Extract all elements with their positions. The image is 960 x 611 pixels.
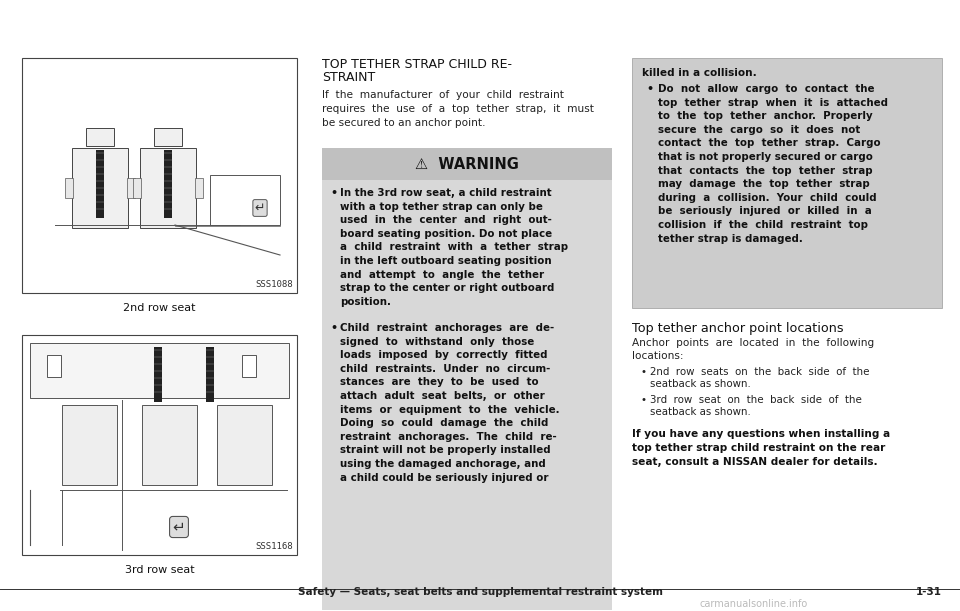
Bar xyxy=(242,355,256,377)
Text: seatback as shown.: seatback as shown. xyxy=(650,379,751,389)
Text: 3rd row seat: 3rd row seat xyxy=(125,565,194,575)
Bar xyxy=(133,178,141,198)
Bar xyxy=(195,178,203,198)
Bar xyxy=(154,128,182,146)
Bar xyxy=(96,150,104,218)
Bar xyxy=(206,347,214,402)
Bar xyxy=(30,343,289,398)
Bar xyxy=(322,148,612,180)
Bar xyxy=(322,180,612,610)
Text: If  the  manufacturer  of  your  child  restraint
requires  the  use  of  a  top: If the manufacturer of your child restra… xyxy=(322,90,594,128)
Text: 2nd row seat: 2nd row seat xyxy=(123,303,196,313)
Text: 3rd  row  seat  on  the  back  side  of  the: 3rd row seat on the back side of the xyxy=(650,395,862,405)
Bar xyxy=(22,335,297,555)
Bar xyxy=(142,405,197,485)
Text: •: • xyxy=(646,84,653,94)
Text: 2nd  row  seats  on  the  back  side  of  the: 2nd row seats on the back side of the xyxy=(650,367,870,377)
Text: 1-31: 1-31 xyxy=(916,587,942,597)
Bar xyxy=(62,405,117,485)
Text: ↵: ↵ xyxy=(254,202,265,214)
Text: killed in a collision.: killed in a collision. xyxy=(642,68,756,78)
Text: Child  restraint  anchorages  are  de-
signed  to  withstand  only  those
loads : Child restraint anchorages are de- signe… xyxy=(340,323,560,483)
Text: If you have any questions when installing a
top tether strap child restraint on : If you have any questions when installin… xyxy=(632,429,890,467)
Text: •: • xyxy=(640,395,646,405)
Bar xyxy=(210,175,280,225)
Bar xyxy=(47,355,61,377)
Text: carmanualsonline.info: carmanualsonline.info xyxy=(700,599,808,609)
Text: STRAINT: STRAINT xyxy=(322,71,375,84)
Text: SSS1088: SSS1088 xyxy=(255,280,293,289)
Text: ⚠  WARNING: ⚠ WARNING xyxy=(415,156,519,172)
Text: TOP TETHER STRAP CHILD RE-: TOP TETHER STRAP CHILD RE- xyxy=(322,58,512,71)
Text: Do  not  allow  cargo  to  contact  the
top  tether  strap  when  it  is  attach: Do not allow cargo to contact the top te… xyxy=(658,84,888,244)
Bar xyxy=(72,148,128,228)
Bar xyxy=(86,128,114,146)
Bar xyxy=(632,58,942,308)
Bar xyxy=(154,347,162,402)
Bar xyxy=(140,148,196,228)
Bar xyxy=(164,150,172,218)
Bar xyxy=(127,178,135,198)
Bar xyxy=(65,178,73,198)
Text: Safety — Seats, seat belts and supplemental restraint system: Safety — Seats, seat belts and supplemen… xyxy=(298,587,662,597)
Text: Anchor  points  are  located  in  the  following
locations:: Anchor points are located in the followi… xyxy=(632,338,875,361)
Text: •: • xyxy=(330,188,337,198)
Text: •: • xyxy=(330,323,337,333)
Bar xyxy=(217,405,272,485)
Text: •: • xyxy=(640,367,646,377)
Text: ↵: ↵ xyxy=(173,519,185,535)
Text: seatback as shown.: seatback as shown. xyxy=(650,407,751,417)
Text: Top tether anchor point locations: Top tether anchor point locations xyxy=(632,322,844,335)
Bar xyxy=(22,58,297,293)
Text: In the 3rd row seat, a child restraint
with a top tether strap can only be
used : In the 3rd row seat, a child restraint w… xyxy=(340,188,568,307)
Text: SSS1168: SSS1168 xyxy=(255,542,293,551)
